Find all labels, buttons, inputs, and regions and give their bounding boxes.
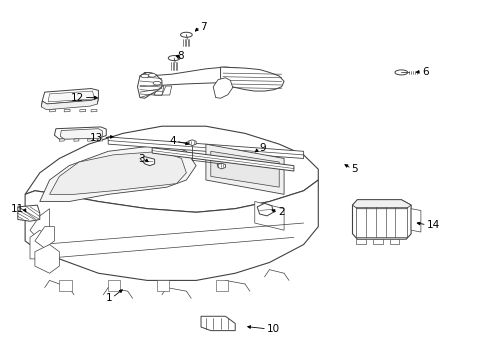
Polygon shape — [64, 109, 70, 112]
Polygon shape — [30, 209, 49, 241]
Bar — [356, 207, 407, 237]
Polygon shape — [220, 67, 284, 91]
Polygon shape — [98, 139, 102, 141]
Text: 2: 2 — [278, 207, 285, 217]
Polygon shape — [18, 205, 40, 221]
Polygon shape — [80, 109, 86, 112]
Polygon shape — [255, 202, 284, 230]
Polygon shape — [211, 151, 279, 187]
Polygon shape — [49, 109, 55, 112]
Polygon shape — [356, 239, 366, 244]
Text: 9: 9 — [260, 143, 266, 153]
Polygon shape — [352, 200, 411, 239]
Polygon shape — [40, 144, 196, 202]
Polygon shape — [41, 98, 98, 110]
Polygon shape — [188, 140, 196, 145]
Text: 8: 8 — [177, 51, 184, 61]
Polygon shape — [390, 239, 399, 244]
Polygon shape — [143, 67, 255, 86]
Text: 3: 3 — [138, 154, 145, 164]
Polygon shape — [30, 230, 49, 259]
Polygon shape — [352, 200, 411, 209]
Polygon shape — [154, 86, 164, 95]
Polygon shape — [35, 226, 54, 248]
Polygon shape — [35, 244, 59, 273]
Polygon shape — [91, 109, 97, 112]
Polygon shape — [140, 157, 155, 166]
Polygon shape — [60, 129, 102, 139]
Text: 10: 10 — [267, 324, 280, 334]
Polygon shape — [257, 203, 273, 216]
Text: 4: 4 — [169, 136, 175, 146]
Polygon shape — [217, 163, 225, 169]
Text: 12: 12 — [71, 93, 84, 103]
Text: 14: 14 — [427, 220, 440, 230]
Polygon shape — [25, 126, 318, 212]
Polygon shape — [373, 239, 383, 244]
Polygon shape — [162, 86, 172, 95]
Polygon shape — [48, 91, 95, 102]
Ellipse shape — [141, 74, 149, 78]
Polygon shape — [157, 280, 169, 291]
Polygon shape — [59, 280, 72, 291]
Polygon shape — [88, 139, 93, 141]
Polygon shape — [141, 83, 151, 92]
Polygon shape — [147, 85, 157, 94]
Polygon shape — [74, 139, 79, 141]
Polygon shape — [140, 72, 159, 85]
Polygon shape — [206, 144, 284, 194]
Ellipse shape — [148, 73, 156, 77]
Text: 5: 5 — [351, 163, 358, 174]
Ellipse shape — [153, 81, 161, 85]
Polygon shape — [138, 72, 162, 98]
Polygon shape — [411, 209, 421, 232]
Polygon shape — [25, 180, 318, 280]
Polygon shape — [59, 139, 64, 141]
Text: 11: 11 — [11, 204, 24, 214]
Polygon shape — [108, 280, 121, 291]
Polygon shape — [42, 89, 98, 104]
Polygon shape — [152, 148, 294, 171]
Polygon shape — [108, 137, 304, 158]
Polygon shape — [201, 316, 235, 330]
Polygon shape — [213, 78, 233, 98]
Polygon shape — [216, 280, 228, 291]
Text: 13: 13 — [90, 133, 103, 143]
Text: 7: 7 — [200, 22, 207, 32]
Text: 6: 6 — [422, 67, 428, 77]
Polygon shape — [54, 127, 106, 139]
Polygon shape — [49, 151, 186, 194]
Text: 1: 1 — [105, 293, 112, 303]
